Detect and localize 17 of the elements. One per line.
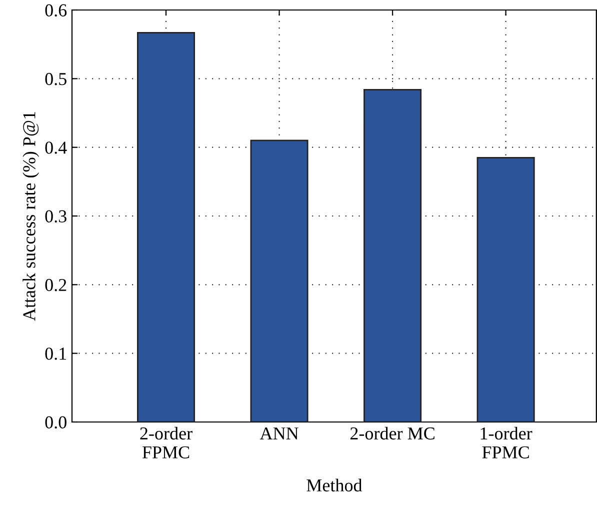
y-axis-title: Attack success rate (%) P@1 xyxy=(22,112,40,321)
bar xyxy=(250,140,308,422)
y-tick-label: 0.3 xyxy=(45,210,66,223)
y-tick-label: 0.6 xyxy=(45,4,67,17)
x-tick-label: 1-order FPMC xyxy=(480,426,532,458)
bar xyxy=(476,156,535,422)
bar xyxy=(364,88,422,422)
x-tick-label: ANN xyxy=(260,427,298,440)
y-tick-label: 0.4 xyxy=(45,142,67,154)
y-tick-label: 0.1 xyxy=(45,348,66,360)
x-tick-label: 2-order MC xyxy=(350,426,434,440)
bar xyxy=(136,32,196,422)
y-tick-label: 0.5 xyxy=(45,72,66,86)
y-tick-label: 0.2 xyxy=(45,278,66,292)
x-tick-label: 2-order FPMC xyxy=(140,426,192,458)
y-tick-label: 0.0 xyxy=(45,416,66,429)
x-axis-title: Method xyxy=(306,478,362,492)
